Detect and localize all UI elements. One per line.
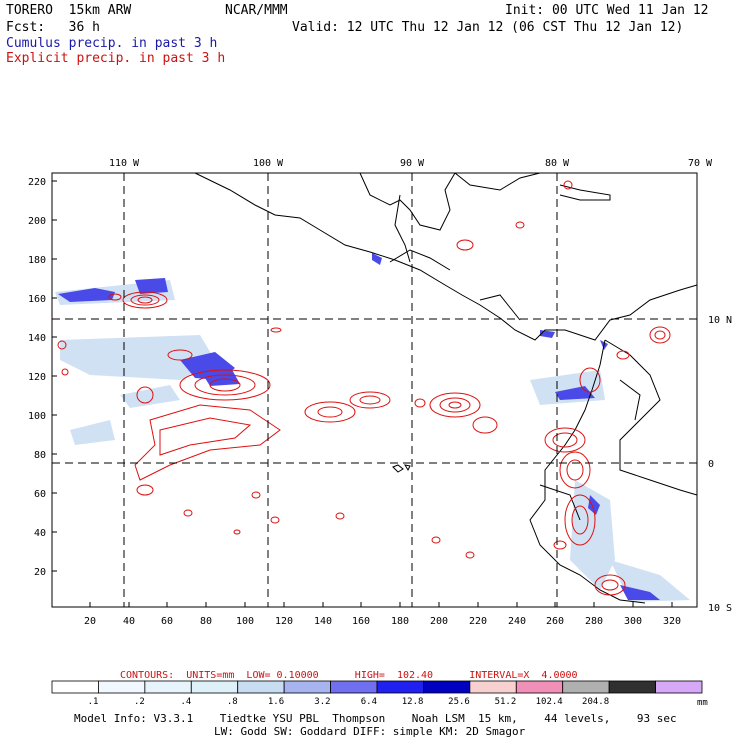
y-tick-20: 20 <box>34 567 46 578</box>
legend-label-5: 3.2 <box>314 697 330 707</box>
y-tick-80: 80 <box>34 450 46 461</box>
explicit-contours <box>57 180 671 596</box>
x-tick-240: 240 <box>508 616 526 627</box>
legend-swatch-13 <box>655 680 703 694</box>
y-tick-marks <box>52 180 57 572</box>
legend-label-3: .8 <box>227 697 238 707</box>
cumulus-strong-areas <box>58 253 660 600</box>
valid-time: Valid: 12 UTC Thu 12 Jan 12 (06 CST Thu … <box>292 20 684 35</box>
y-tick-60: 60 <box>34 489 46 500</box>
legend-label-10: 102.4 <box>536 697 563 707</box>
x-tick-320: 320 <box>663 616 681 627</box>
legend-units: mm <box>697 698 708 708</box>
lon-label-100w: 100 W <box>253 158 284 169</box>
y-tick-200: 200 <box>28 216 46 227</box>
y-tick-100: 100 <box>28 411 46 422</box>
x-tick-300: 300 <box>624 616 642 627</box>
legend-label-1: .2 <box>134 697 145 707</box>
legend-label-0: .1 <box>88 697 99 707</box>
x-tick-60: 60 <box>161 616 173 627</box>
cumulus-label: Cumulus precip. in past 3 h <box>6 36 218 51</box>
x-tick-260: 260 <box>546 616 564 627</box>
y-tick-40: 40 <box>34 528 46 539</box>
lon-label-70w: 70 W <box>688 158 713 169</box>
model-info-line1: Model Info: V3.3.1 Tiedtke YSU PBL Thomp… <box>74 712 677 725</box>
legend-swatch-8 <box>423 680 471 694</box>
x-tick-marks <box>89 602 673 607</box>
forecast-hour: Fcst: 36 h <box>6 20 100 35</box>
legend-label-2: .4 <box>180 697 191 707</box>
lat-label-10s: 10 S <box>708 603 732 614</box>
legend-label-11: 204.8 <box>582 697 609 707</box>
x-tick-220: 220 <box>469 616 487 627</box>
legend-label-6: 6.4 <box>361 697 377 707</box>
y-tick-120: 120 <box>28 372 46 383</box>
legend-swatch-3 <box>190 680 239 694</box>
contours-caption: CONTOURS: UNITS=mm LOW= 0.10000 HIGH= 10… <box>120 670 578 681</box>
legend-swatch-0 <box>51 680 99 694</box>
legend-swatch-9 <box>469 680 517 694</box>
explicit-label: Explicit precip. in past 3 h <box>6 51 226 66</box>
legend-swatch-4 <box>237 680 285 694</box>
x-tick-200: 200 <box>430 616 448 627</box>
init-time: Init: 00 UTC Wed 11 Jan 12 <box>505 3 709 18</box>
lon-label-90w: 90 W <box>400 158 425 169</box>
legend-label-8: 25.6 <box>448 697 470 707</box>
coastlines <box>194 172 698 604</box>
x-tick-100: 100 <box>236 616 254 627</box>
lat-label-10n: 10 N <box>708 315 732 326</box>
legend-swatch-1 <box>98 680 146 694</box>
y-tick-160: 160 <box>28 294 46 305</box>
x-tick-280: 280 <box>585 616 603 627</box>
legend-label-7: 12.8 <box>402 697 424 707</box>
model-info-line2: LW: Godd SW: Goddard DIFF: simple KM: 2D… <box>214 725 526 738</box>
y-tick-140: 140 <box>28 333 46 344</box>
legend-swatch-2 <box>144 680 192 694</box>
legend-label-4: 1.6 <box>268 697 284 707</box>
legend-swatch-6 <box>330 680 378 694</box>
x-tick-20: 20 <box>84 616 96 627</box>
org-label: NCAR/MMM <box>225 3 288 18</box>
x-tick-120: 120 <box>275 616 293 627</box>
x-tick-180: 180 <box>391 616 409 627</box>
y-tick-220: 220 <box>28 177 46 188</box>
legend-colorbar: .1 .2 .4 .8 1.6 3.2 6.4 12.8 25.6 51.2 102.4 204.8 <box>51 680 703 707</box>
legend-swatch-5 <box>283 680 331 694</box>
x-tick-160: 160 <box>352 616 370 627</box>
model-title: TORERO 15km ARW <box>6 3 132 18</box>
lon-label-80w: 80 W <box>545 158 570 169</box>
x-tick-80: 80 <box>200 616 212 627</box>
legend-label-9: 51.2 <box>495 697 517 707</box>
x-tick-40: 40 <box>123 616 135 627</box>
lat-label-0: 0 <box>708 459 714 470</box>
y-tick-180: 180 <box>28 255 46 266</box>
legend-swatch-10 <box>515 680 564 694</box>
lon-label-110w: 110 W <box>109 158 140 169</box>
legend-swatch-11 <box>562 680 610 694</box>
legend-swatch-7 <box>376 680 424 694</box>
graticule <box>52 173 697 607</box>
legend-swatch-12 <box>608 680 656 694</box>
x-tick-140: 140 <box>314 616 332 627</box>
